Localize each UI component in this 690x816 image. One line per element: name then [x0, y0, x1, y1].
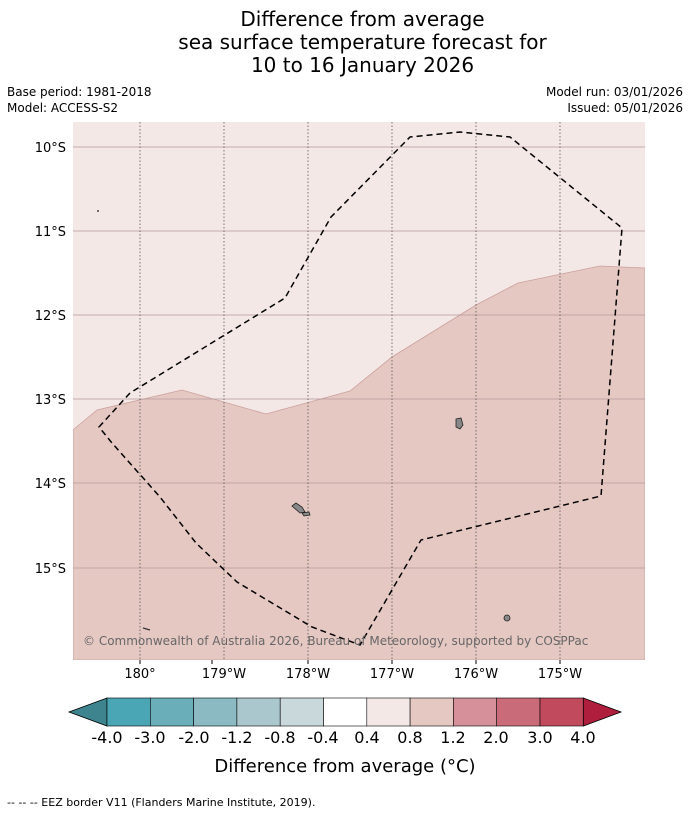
meta-right: Model run: 03/01/2026 Issued: 05/01/2026 [546, 84, 683, 116]
colorbar-segment [150, 697, 194, 727]
colorbar-tick-label: -4.0 [91, 728, 122, 747]
lat-label: 14°S [35, 477, 66, 492]
lon-label: 175°W [538, 667, 582, 682]
lat-label: 13°S [35, 393, 66, 408]
latitude-gridlines [73, 146, 645, 569]
map-area: © Commonwealth of Australia 2026, Bureau… [73, 122, 645, 660]
colorbar-segment [236, 697, 281, 727]
colorbar-segment [453, 697, 497, 727]
colorbar-segment [496, 697, 541, 727]
meta-left: Base period: 1981-2018 Model: ACCESS-S2 [7, 84, 152, 116]
colorbar-segment [366, 697, 411, 727]
issued-date: Issued: 05/01/2026 [567, 101, 683, 115]
model-name: Model: ACCESS-S2 [7, 101, 119, 115]
title-line-3: 10 to 16 January 2026 [250, 53, 475, 77]
lon-label: 178°W [286, 667, 330, 682]
base-period: Base period: 1981-2018 [7, 85, 152, 99]
colorbar-tick-label: -1.2 [221, 728, 252, 747]
longitude-ticks [139, 660, 561, 664]
island [455, 417, 464, 430]
copyright-notice: © Commonwealth of Australia 2026, Bureau… [83, 634, 588, 648]
eez-footnote: -- -- -- EEZ border V11 (Flanders Marine… [7, 796, 316, 809]
colorbar-segment [323, 697, 368, 727]
colorbar-tick-label: -0.4 [307, 728, 338, 747]
colorbar-segment [409, 697, 454, 727]
colorbar [67, 697, 623, 727]
colorbar-title: Difference from average (°C) [214, 756, 475, 777]
colorbar-tick-label: 4.0 [570, 728, 595, 747]
lat-label: 12°S [35, 309, 66, 324]
colorbar-tick-label: 1.2 [440, 728, 465, 747]
lon-label: 176°W [454, 667, 498, 682]
colorbar-tick-label: -0.8 [264, 728, 295, 747]
lat-label: 10°S [35, 141, 66, 156]
model-run: Model run: 03/01/2026 [545, 85, 683, 99]
title-line-2: sea surface temperature forecast for [178, 30, 547, 54]
colorbar-extension-low [67, 697, 108, 727]
lon-label: 180° [124, 667, 155, 682]
lon-label: 179°W [202, 667, 246, 682]
colorbar-segment [539, 697, 584, 727]
map-title: Difference from average sea surface temp… [0, 8, 690, 77]
colorbar-segment [193, 697, 238, 727]
colorbar-tick-labels: -4.0 -3.0 -2.0 -1.2 -0.8 -0.4 0.4 0.8 1.… [91, 728, 595, 747]
lon-label: 177°W [370, 667, 414, 682]
lat-label: 15°S [35, 562, 66, 577]
colorbar-tick-label: 0.8 [397, 728, 422, 747]
longitude-gridlines [139, 122, 561, 660]
colorbar-tick-label: -2.0 [178, 728, 209, 747]
colorbar-segment [279, 697, 324, 727]
island [301, 511, 311, 517]
lat-label: 11°S [35, 225, 66, 240]
island [142, 627, 151, 631]
colorbar-tick-label: 2.0 [483, 728, 508, 747]
latitude-labels: 10°S 11°S 12°S 13°S 14°S 15°S [35, 141, 66, 577]
colorbar-tick-label: 0.4 [354, 728, 379, 747]
colorbar-segment [106, 697, 151, 727]
island [291, 502, 306, 514]
colorbar-tick-label: -3.0 [134, 728, 165, 747]
island [97, 210, 99, 212]
title-line-1: Difference from average [240, 7, 485, 31]
island [503, 614, 511, 622]
colorbar-extension-high [582, 697, 623, 727]
colorbar-tick-label: 3.0 [527, 728, 552, 747]
longitude-labels: 180° 179°W 178°W 177°W 176°W 175°W [124, 667, 582, 682]
